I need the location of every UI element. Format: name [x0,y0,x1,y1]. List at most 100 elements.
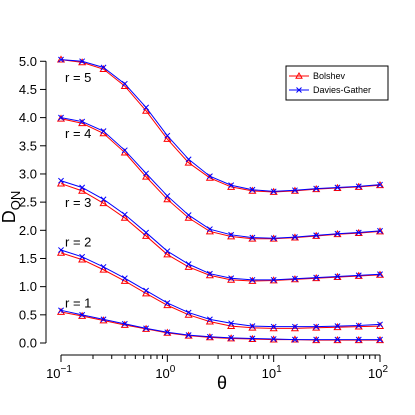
data-point [185,261,192,268]
curve-annotation: r = 4 [65,126,91,141]
data-point [79,253,86,260]
data-point [100,316,107,323]
data-point [99,199,108,207]
data-point [249,276,256,283]
data-point [163,250,172,258]
data-point [249,323,256,330]
series-line [60,117,381,239]
data-point [228,275,235,282]
curve-annotation: r = 3 [65,195,91,210]
data-point [143,104,150,111]
legend-entry: Davies-Gather [289,85,371,95]
data-point [228,231,235,238]
data-point [184,213,193,221]
data-point [142,231,151,239]
legend-label: Bolshev [313,71,346,81]
data-point [291,187,298,194]
y-axis-label-subscript: ON [8,191,23,211]
y-tick-label: 0.5 [19,307,37,322]
data-point [164,300,171,306]
data-point [291,275,298,282]
data-point [100,128,107,135]
series-line [60,252,381,329]
y-tick-label: 2.5 [19,195,37,210]
data-point [185,156,192,163]
data-point [99,265,108,273]
data-point [270,276,277,283]
data-point [355,183,362,190]
data-point [313,185,320,192]
data-point [334,323,341,330]
curve-annotation: r = 2 [65,235,91,250]
data-point [142,289,151,297]
data-point [206,270,213,277]
series-line [60,180,381,281]
y-tick-label: 3.0 [19,166,37,181]
data-point [143,325,150,332]
series-davies-gather [58,56,383,343]
data-point [185,309,192,316]
data-point [377,336,383,343]
data-point [78,255,87,263]
data-point [249,186,256,193]
data-point [228,320,235,327]
data-point [58,247,64,253]
data-point [56,179,66,187]
data-point [313,323,320,330]
series-line [60,59,381,193]
svg-text:DON: DON [0,191,23,224]
series-line [60,309,380,341]
data-point [270,188,277,195]
data-point [120,276,129,284]
data-point [334,184,341,191]
data-point [79,58,86,65]
x-tick-label: 10−1 [46,364,72,381]
data-point [121,80,128,87]
data-point [79,311,86,318]
data-point [142,106,151,114]
y-tick-label: 3.5 [19,138,37,153]
data-point [120,213,129,221]
data-point [185,332,192,339]
data-point [377,321,383,328]
data-point [270,235,277,242]
data-point [228,182,235,189]
data-point [355,336,362,343]
data-point [377,181,383,188]
data-point [100,263,107,270]
data-point [249,335,256,342]
data-point [377,271,383,278]
data-point [185,212,192,219]
data-point [333,323,342,331]
data-point [228,334,235,341]
data-point [100,64,107,71]
data-point [56,55,66,63]
data-point [354,322,363,330]
data-point [248,186,257,194]
data-point [334,273,341,280]
y-tick-label: 1.0 [19,279,37,294]
data-point [142,172,151,180]
data-point [206,173,213,180]
data-point [334,336,341,343]
y-tick-label: 4.0 [19,110,37,125]
series-line [60,311,380,341]
data-point [121,211,128,218]
data-point [206,226,213,233]
data-point [100,196,107,203]
data-point [227,321,236,329]
data-point [163,134,172,142]
data-point [58,56,64,63]
legend-marker [296,87,302,93]
y-tick-label: 0.0 [19,336,37,351]
data-point [312,323,321,331]
data-point [313,336,320,343]
plot-area [56,55,385,344]
data-point [377,227,383,234]
y-tick-label: 1.5 [19,251,37,266]
data-point [184,262,193,270]
data-point [164,192,171,199]
y-tick-label: 5.0 [19,54,37,69]
data-point [270,336,277,343]
